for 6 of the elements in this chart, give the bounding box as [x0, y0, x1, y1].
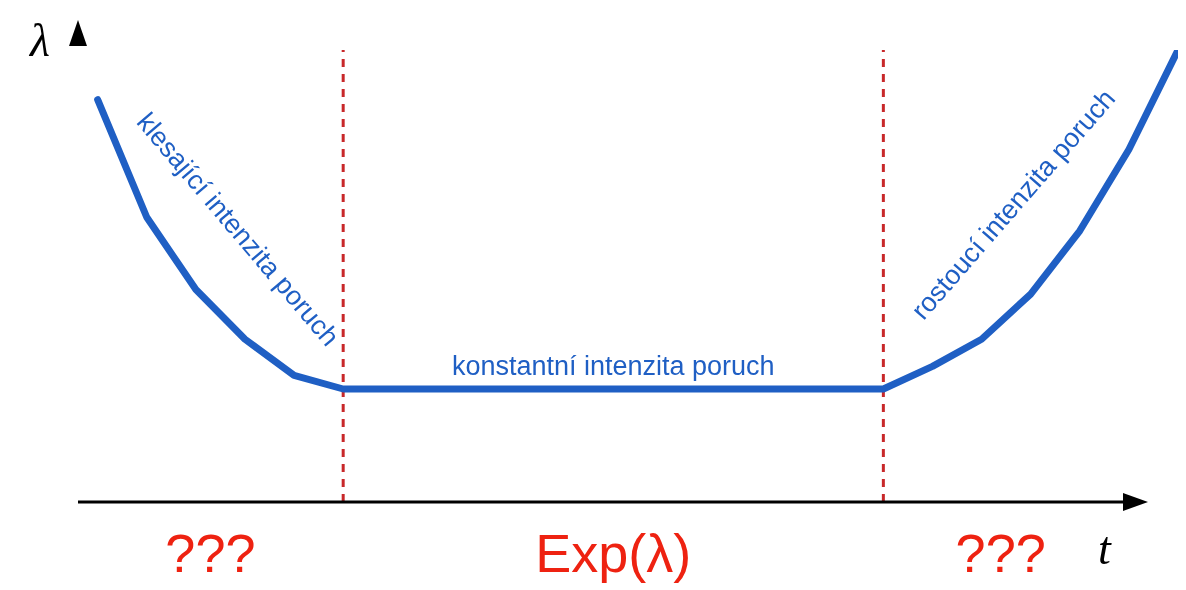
y-axis-title: λ — [28, 15, 50, 66]
annotation: konstantní intenzita poruch — [451, 351, 775, 381]
text: ??? — [165, 523, 256, 583]
text: ??? — [955, 523, 1046, 583]
text: Exp(λ) — [535, 523, 692, 583]
x-axis-title: t — [1098, 523, 1112, 574]
